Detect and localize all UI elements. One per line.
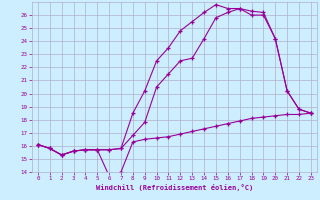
X-axis label: Windchill (Refroidissement éolien,°C): Windchill (Refroidissement éolien,°C) — [96, 184, 253, 191]
